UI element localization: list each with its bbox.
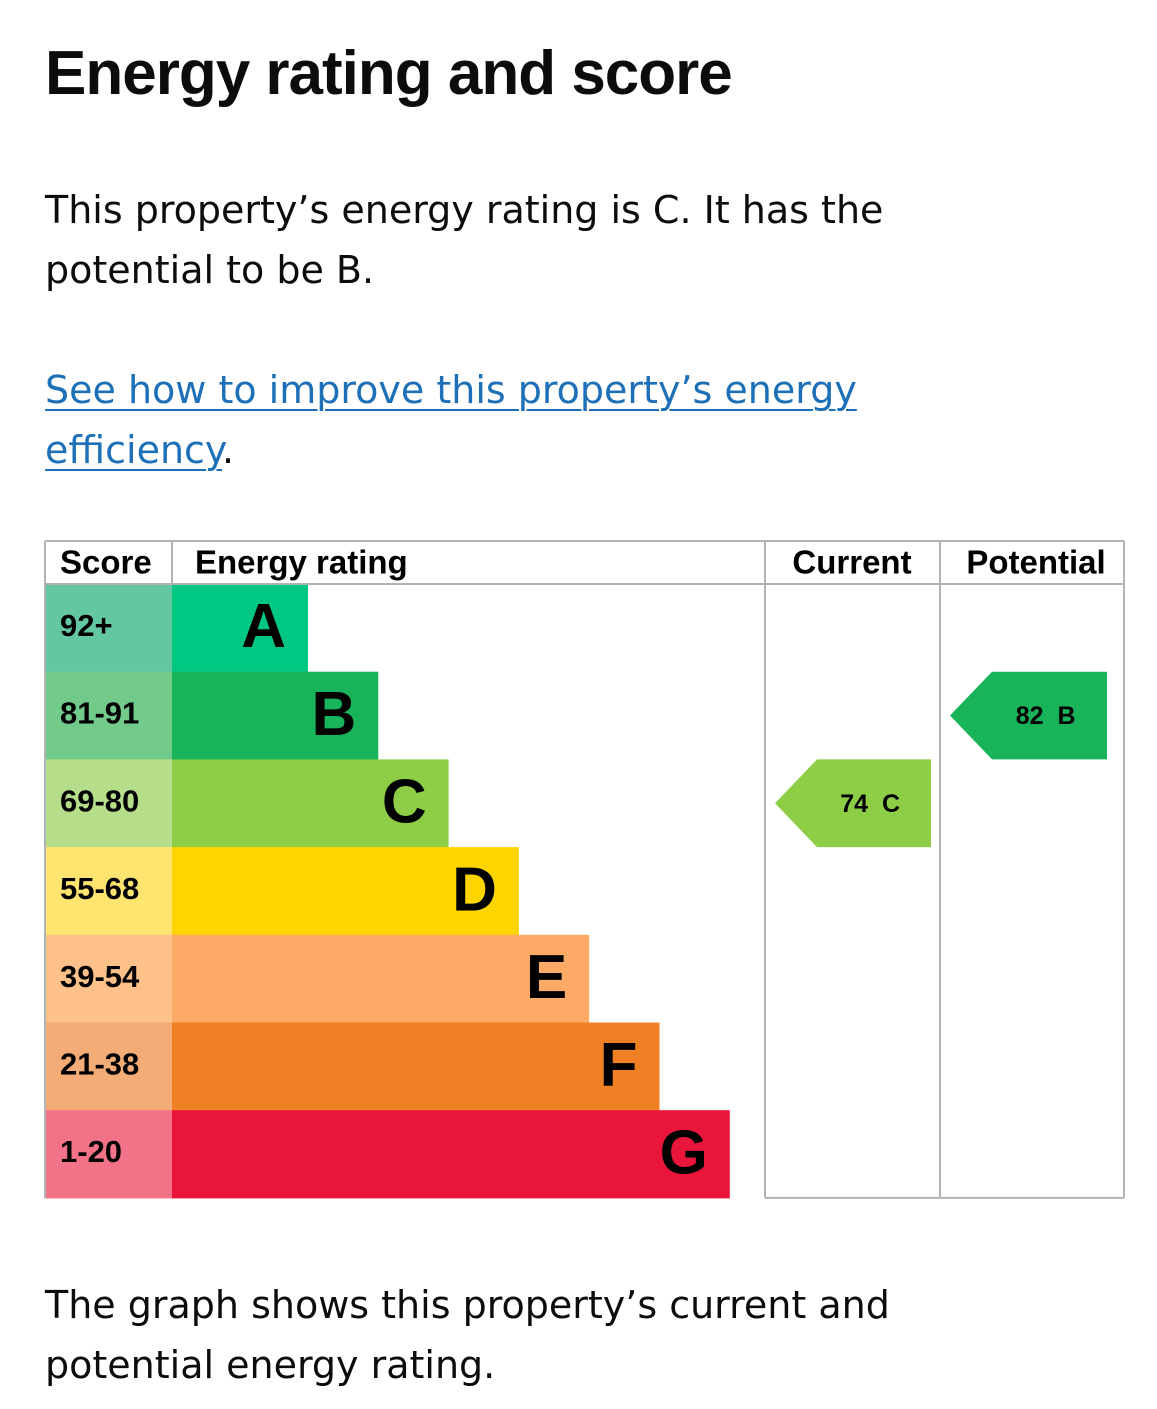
column-header: Score xyxy=(60,544,152,581)
score-cell xyxy=(45,847,172,936)
footer: The graph shows this property’s current … xyxy=(45,1283,890,1387)
rating-letter: D xyxy=(452,855,497,924)
rating-letter: E xyxy=(526,943,567,1012)
potential-letter: B xyxy=(1058,702,1076,730)
rating-letter: G xyxy=(660,1118,708,1187)
rating-letter: B xyxy=(312,680,357,749)
rating-bar xyxy=(172,1110,730,1199)
potential-score: 82 xyxy=(1016,702,1044,730)
rating-letter: C xyxy=(382,768,427,837)
score-cell xyxy=(45,934,172,1023)
improve-link[interactable]: See how to improve this property’s energ… xyxy=(45,368,857,472)
rating-bar xyxy=(172,759,449,848)
rating-bar xyxy=(172,934,590,1023)
column-header: Potential xyxy=(966,544,1105,581)
column-header: Energy rating xyxy=(195,544,408,581)
rating-letter: A xyxy=(241,592,286,661)
score-range: 92+ xyxy=(60,608,113,643)
rating-bar xyxy=(172,1022,660,1111)
score-range: 39-54 xyxy=(60,959,140,994)
rating-bar xyxy=(172,671,379,760)
score-cell xyxy=(45,1110,172,1199)
link-suffix: . xyxy=(222,428,235,472)
summary: This property’s energy rating is C. It h… xyxy=(45,188,884,292)
current-arrow xyxy=(775,759,931,848)
column-header: Current xyxy=(792,544,911,581)
score-range: 21-38 xyxy=(60,1047,139,1082)
score-cell xyxy=(45,584,172,673)
link-paragraph: See how to improve this property’s energ… xyxy=(45,360,965,480)
score-range: 69-80 xyxy=(60,783,139,818)
rating-letter: F xyxy=(600,1031,638,1100)
score-cell xyxy=(45,671,172,760)
score-range: 55-68 xyxy=(60,871,139,906)
potential-arrow xyxy=(950,671,1107,760)
heading: Energy rating and score xyxy=(45,39,733,108)
current-letter: C xyxy=(882,790,900,818)
score-range: 1-20 xyxy=(60,1134,122,1169)
score-cell xyxy=(45,1022,172,1111)
score-range: 81-91 xyxy=(60,696,139,731)
rating-bar xyxy=(172,847,519,936)
current-score: 74 xyxy=(840,790,868,818)
score-cell xyxy=(45,759,172,848)
rating-bar xyxy=(172,584,308,673)
